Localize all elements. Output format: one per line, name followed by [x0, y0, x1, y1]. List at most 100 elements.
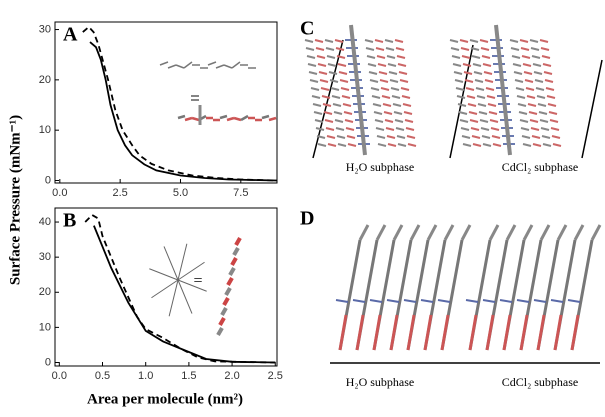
- molecule-stick: [207, 61, 217, 66]
- y-axis-label: Surface Pressure (mNm⁻¹): [7, 115, 23, 285]
- molecule-stick: [471, 55, 481, 59]
- molecule-stick: [268, 116, 277, 122]
- molecule-stick: [468, 111, 478, 115]
- molecule-stick: [460, 224, 472, 241]
- molecule-stick: [240, 114, 249, 122]
- x-axis-label: Area per molecule (nm²): [87, 391, 243, 407]
- data-line: [93, 225, 276, 364]
- molecule-stick: [403, 111, 413, 115]
- molecule-stick: [460, 47, 470, 51]
- molecule-stick: [230, 257, 238, 266]
- molecule-stick: [525, 87, 535, 91]
- molecule-stick: [513, 71, 523, 75]
- y-tick-label: 20: [39, 286, 51, 298]
- molecule-stick: [479, 119, 489, 123]
- molecule-stick: [480, 47, 490, 51]
- molecule-stick: [403, 299, 417, 303]
- molecule-stick: [307, 63, 317, 67]
- molecule-stick: [332, 103, 342, 107]
- molecule-stick: [373, 111, 383, 115]
- molecule-stick: [376, 135, 386, 139]
- molecule-stick: [402, 103, 412, 107]
- molecule-stick: [490, 127, 500, 131]
- molecule-stick: [531, 135, 541, 139]
- molecule-stick: [395, 127, 405, 131]
- molecule-stick: [308, 71, 318, 75]
- molecule-stick: [466, 95, 476, 99]
- molecule-stick: [312, 103, 322, 107]
- molecule-stick: [319, 79, 329, 83]
- molecule-stick: [480, 127, 490, 131]
- molecule-stick: [375, 127, 385, 131]
- molecule-stick: [335, 299, 349, 303]
- molecule-stick: [333, 111, 343, 115]
- molecule-stick: [316, 135, 326, 139]
- molecule-stick: [364, 39, 374, 43]
- molecule-stick: [519, 119, 529, 123]
- molecule-stick: [394, 119, 404, 123]
- molecule-stick: [454, 79, 464, 83]
- molecule-stick: [542, 143, 552, 147]
- molecule-stick: [375, 47, 385, 51]
- molecule-stick: [335, 47, 345, 51]
- molecule-stick: [461, 55, 471, 59]
- molecule-stick: [177, 279, 207, 292]
- molecule-stick: [426, 224, 438, 241]
- molecule-stick: [541, 135, 551, 139]
- molecule-stick: [232, 247, 240, 256]
- molecule-stick: [540, 47, 550, 51]
- molecule-stick: [499, 299, 513, 303]
- molecule-stick: [409, 224, 421, 241]
- molecule-stick: [378, 71, 388, 75]
- equals-sign: =: [193, 273, 202, 290]
- molecule-stick: [183, 61, 193, 69]
- molecule-stick: [167, 64, 177, 69]
- molecule-stick: [177, 261, 205, 281]
- molecule-stick: [379, 79, 389, 83]
- molecule-stick: [534, 79, 544, 83]
- molecule-stick: [459, 119, 469, 123]
- molecule-stick: [474, 79, 484, 83]
- panel-label: C: [300, 18, 314, 40]
- molecule-stick: [483, 71, 493, 75]
- data-line: [84, 213, 276, 364]
- molecule-stick: [311, 95, 321, 99]
- molecule-stick: [520, 127, 530, 131]
- molecule-stick: [535, 87, 545, 91]
- molecule-stick: [486, 95, 496, 99]
- caption: H₂O subphase: [346, 160, 415, 174]
- molecule-stick: [420, 299, 434, 303]
- caption: CdCl₂ subphase: [502, 160, 579, 174]
- molecule-stick: [522, 63, 532, 67]
- molecule-stick: [528, 111, 538, 115]
- molecule-stick: [521, 55, 531, 59]
- molecule-stick: [456, 95, 466, 99]
- molecule-stick: [177, 279, 193, 314]
- molecule-stick: [540, 127, 550, 131]
- molecule-stick: [462, 143, 472, 147]
- molecule-stick: [358, 224, 370, 241]
- molecule-stick: [366, 55, 376, 59]
- molecule-stick: [334, 39, 344, 43]
- plot-frame: [54, 21, 278, 184]
- molecule-stick: [522, 143, 532, 147]
- molecule-stick: [385, 47, 395, 51]
- molecule-stick: [488, 224, 500, 241]
- caption: CdCl₂ subphase: [502, 375, 579, 389]
- molecule-stick: [392, 103, 402, 107]
- molecule-stick: [306, 55, 316, 59]
- molecule-stick: [175, 64, 185, 69]
- molecule-stick: [471, 135, 481, 139]
- molecule-stick: [377, 143, 387, 147]
- molecule-stick: [184, 116, 193, 122]
- y-tick-label: 10: [39, 321, 51, 333]
- molecule-stick: [177, 114, 186, 120]
- molecule-stick: [553, 314, 563, 351]
- molecule-stick: [387, 63, 397, 67]
- molecular-models: =: [149, 24, 602, 351]
- y-tick-label: 30: [39, 23, 51, 35]
- data-line: [89, 41, 278, 182]
- molecule-stick: [469, 119, 479, 123]
- molecule-stick: [423, 314, 433, 351]
- y-tick-label: 10: [39, 124, 51, 136]
